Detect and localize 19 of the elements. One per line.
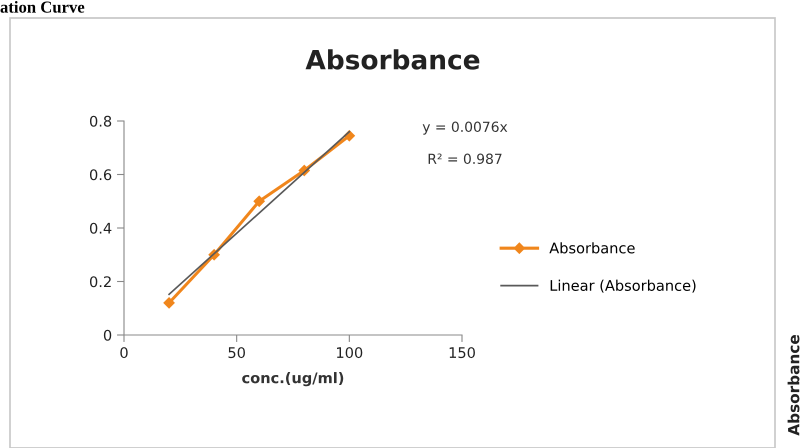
chart-title: Absorbance <box>306 49 480 70</box>
y-tick-label: 0.2 <box>90 276 111 288</box>
x-tick-label: 0 <box>120 347 128 358</box>
point <box>163 297 175 309</box>
text: Absorbance <box>788 335 800 436</box>
x-tick-label: 50 <box>228 347 245 358</box>
x-tick-label: 100 <box>337 347 362 358</box>
x-axis-title: conc.(ug/ml) <box>242 372 344 386</box>
y-tick-label: 0 <box>104 330 112 341</box>
point <box>254 196 265 207</box>
y-tick-label: 0.4 <box>90 222 112 234</box>
annotation: R² = 0.987 <box>428 154 502 164</box>
annotation: y = 0.0076x <box>422 122 508 135</box>
legend-label: Linear (Absorbance) <box>550 280 696 293</box>
x-tick-label: 150 <box>450 347 475 358</box>
y-tick-label: 0.8 <box>90 116 112 127</box>
legend-label: Absorbance <box>549 242 635 254</box>
y-tick-label: 0.6 <box>90 169 112 180</box>
text: ation Curve <box>0 1 84 13</box>
